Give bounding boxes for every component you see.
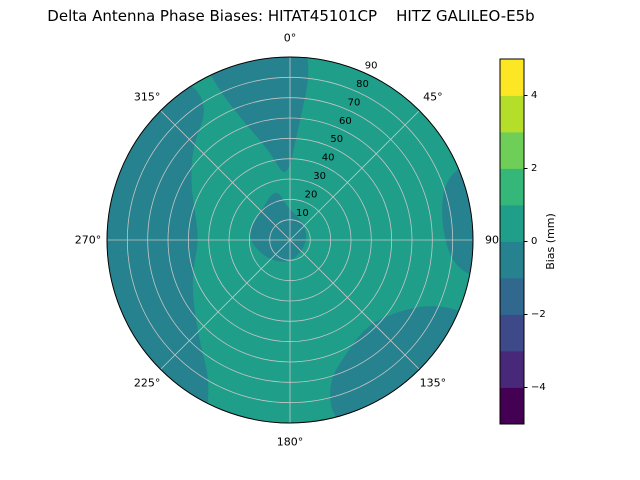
contour-region-right-rim: [442, 167, 473, 275]
radial-tick-labels: 10 20 30 40 50 60 70 80 90: [296, 60, 377, 218]
colorbar-tick-label: 0: [531, 236, 537, 247]
grid-spoke-45: [289, 110, 420, 241]
colorbar-tick-label: 2: [531, 163, 537, 174]
angular-tick-label-225: 225°: [134, 376, 161, 389]
radial-tick-label-10: 10: [296, 208, 309, 219]
radial-tick-label-90: 90: [365, 60, 378, 71]
angular-tick-label-45: 45°: [423, 91, 443, 104]
colorbar-band-2: [500, 314, 524, 352]
angular-tick-label-135: 135°: [420, 376, 447, 389]
colorbar-band-6: [500, 168, 524, 206]
colorbar-tick-label: 4: [531, 90, 537, 101]
angular-tick-label-90: 90: [485, 234, 499, 247]
colorbar-tick-label: −4: [531, 382, 546, 393]
contour-region-center: [250, 192, 307, 262]
colorbar-band-9: [500, 59, 524, 96]
grid-spoke-315: [160, 110, 291, 241]
radial-tick-label-40: 40: [322, 153, 335, 164]
colorbar-tick-label: −2: [531, 309, 546, 320]
radial-tick-label-30: 30: [313, 171, 326, 182]
contour-region-top-center: [210, 57, 309, 172]
colorbar-band-5: [500, 205, 524, 242]
colorbar-band-0: [500, 387, 524, 425]
colorbar-band-7: [500, 132, 524, 169]
polar-grid: [106, 56, 474, 424]
angular-tick-label-270: 270°: [75, 234, 102, 247]
contour-region-left-rim: [107, 84, 209, 407]
angular-tick-label-315: 315°: [134, 91, 161, 104]
angular-tick-labels: 0° 45° 90 135° 180° 225° 270° 315°: [75, 32, 499, 449]
radial-tick-label-70: 70: [348, 97, 361, 108]
colorbar-axis-label: Bias (mm): [544, 213, 557, 270]
chart-title: Delta Antenna Phase Biases: HITAT45101CP…: [47, 7, 535, 25]
angular-tick-label-0: 0°: [284, 32, 297, 45]
grid-spoke-225: [160, 239, 291, 370]
polar-outline: [106, 56, 474, 424]
colorbar-band-8: [500, 95, 524, 133]
colorbar: 4 2 0 −2 −4 Bias (mm): [499, 58, 557, 425]
colorbar-band-4: [500, 241, 524, 279]
radial-tick-label-80: 80: [356, 79, 369, 90]
colorbar-band-1: [500, 351, 524, 388]
grid-spoke-135: [289, 239, 420, 370]
colorbar-band-3: [500, 278, 524, 315]
radial-tick-label-60: 60: [339, 116, 352, 127]
radial-tick-label-50: 50: [330, 134, 343, 145]
angular-tick-label-180: 180°: [277, 436, 304, 449]
radial-tick-label-20: 20: [305, 189, 318, 200]
